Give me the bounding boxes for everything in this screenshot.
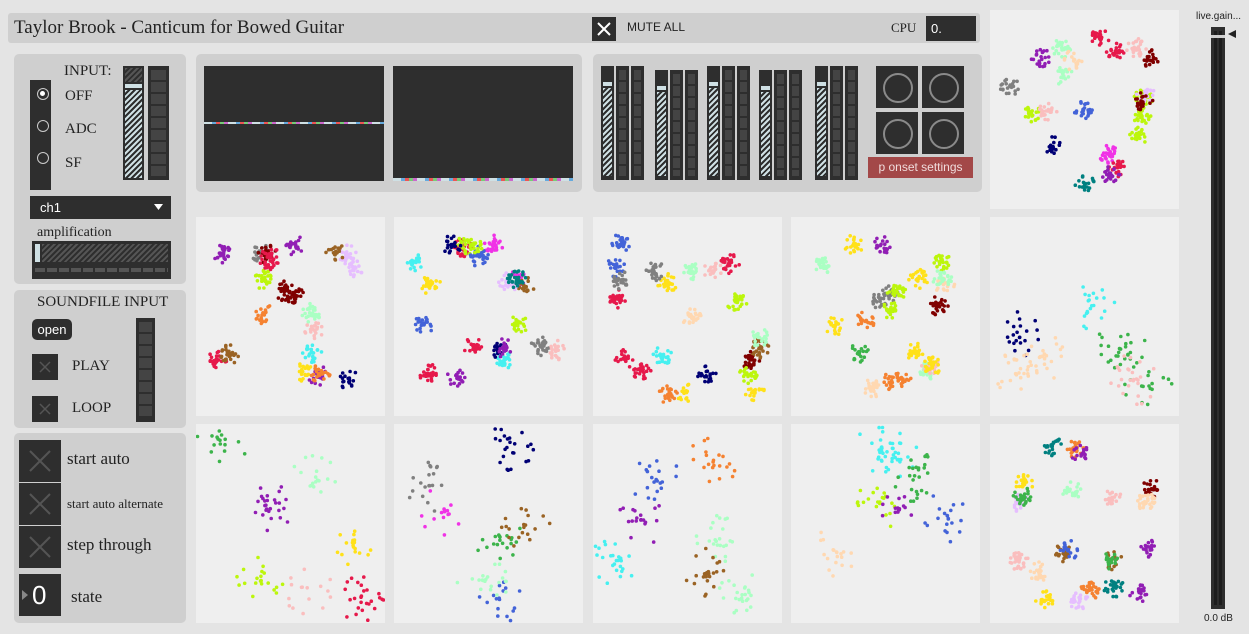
scatter-plot-6 bbox=[990, 217, 1179, 416]
onset-dial-3[interactable] bbox=[876, 112, 918, 154]
start-auto-alternate-toggle[interactable] bbox=[19, 483, 61, 525]
scatter-plot-2 bbox=[394, 217, 583, 416]
cpu-readout: 0. bbox=[926, 16, 976, 41]
onset-meter bbox=[631, 66, 644, 180]
channel-dropdown[interactable]: ch1 bbox=[30, 196, 171, 219]
mute-all-toggle[interactable] bbox=[592, 17, 616, 41]
loop-toggle[interactable] bbox=[32, 396, 58, 422]
scatter-plot-9 bbox=[593, 424, 782, 623]
start-auto-label: start auto bbox=[67, 449, 130, 468]
start-auto-toggle[interactable] bbox=[19, 440, 61, 482]
step-through-label: step through bbox=[67, 535, 152, 554]
onset-settings-button[interactable]: p onset settings bbox=[868, 157, 973, 178]
play-toggle[interactable] bbox=[32, 354, 58, 380]
onset-meter bbox=[845, 66, 858, 180]
amplification-label: amplification bbox=[37, 225, 112, 240]
onset-meter[interactable] bbox=[815, 66, 828, 180]
close-icon bbox=[39, 403, 51, 415]
triangle-right-icon bbox=[22, 590, 28, 600]
input-title: INPUT: bbox=[64, 63, 112, 79]
state-value: 0 bbox=[32, 580, 47, 610]
close-icon bbox=[29, 493, 51, 515]
soundfile-panel: SOUNDFILE INPUT open PLAY LOOP bbox=[14, 290, 186, 428]
onset-meter bbox=[830, 66, 843, 180]
scatter-plot-8 bbox=[394, 424, 583, 623]
input-gain-slider[interactable] bbox=[123, 66, 144, 180]
onset-meter bbox=[789, 70, 802, 180]
close-icon bbox=[29, 450, 51, 472]
onset-dial-1[interactable] bbox=[876, 66, 918, 108]
onset-meter bbox=[722, 66, 735, 180]
onset-dial-4[interactable] bbox=[922, 112, 964, 154]
close-icon bbox=[29, 536, 51, 558]
onset-panel: p onset settings bbox=[593, 54, 982, 192]
soundfile-level-meter bbox=[136, 318, 155, 422]
radio-adc[interactable] bbox=[37, 120, 49, 132]
gain-pointer-icon bbox=[1228, 30, 1236, 38]
start-auto-alternate-label: start auto alternate bbox=[67, 496, 164, 511]
live-gain-value: 0.0 dB bbox=[1204, 613, 1233, 624]
radio-label-off: OFF bbox=[65, 88, 93, 104]
radio-label-adc: ADC bbox=[65, 121, 97, 137]
open-button-label: open bbox=[37, 322, 67, 337]
input-panel: INPUT: OFF ADC SF ch1 amplification bbox=[14, 54, 186, 284]
onset-meter bbox=[670, 70, 683, 180]
play-label: PLAY bbox=[72, 358, 110, 374]
waveform-scope-right bbox=[393, 66, 573, 181]
scatter-plot-4 bbox=[791, 217, 980, 416]
onset-meter[interactable] bbox=[601, 66, 614, 180]
step-through-toggle[interactable] bbox=[19, 526, 61, 568]
control-panel: start auto start auto alternate step thr… bbox=[14, 433, 186, 623]
amplification-slider[interactable] bbox=[32, 241, 171, 279]
scatter-plot-5 bbox=[990, 10, 1179, 209]
app-title: Taylor Brook - Canticum for Bowed Guitar bbox=[14, 17, 345, 38]
chevron-down-icon bbox=[154, 204, 163, 210]
scatter-plot-1 bbox=[196, 217, 385, 416]
open-button[interactable]: open bbox=[32, 319, 72, 340]
onset-meter bbox=[616, 66, 629, 180]
scatter-plot-11 bbox=[990, 424, 1179, 623]
onset-meter[interactable] bbox=[759, 70, 772, 180]
close-icon bbox=[597, 22, 611, 36]
scope-panel bbox=[196, 54, 582, 192]
cpu-label: CPU bbox=[891, 20, 917, 35]
live-gain-label: live.gain... bbox=[1196, 11, 1242, 22]
mute-all-label: MUTE ALL bbox=[627, 20, 686, 34]
onset-meter[interactable] bbox=[707, 66, 720, 180]
soundfile-title: SOUNDFILE INPUT bbox=[37, 294, 169, 310]
onset-settings-label: p onset settings bbox=[878, 160, 963, 174]
onset-meter bbox=[737, 66, 750, 180]
onset-meter bbox=[774, 70, 787, 180]
scatter-plot-3 bbox=[593, 217, 782, 416]
close-icon bbox=[39, 361, 51, 373]
scatter-plot-7 bbox=[196, 424, 385, 623]
radio-off[interactable] bbox=[37, 88, 49, 100]
live-gain-slider[interactable] bbox=[1211, 27, 1225, 609]
radio-sf[interactable] bbox=[37, 152, 49, 164]
radio-label-sf: SF bbox=[65, 155, 82, 171]
input-level-meter bbox=[148, 66, 169, 180]
loop-label: LOOP bbox=[72, 400, 112, 416]
cpu-value: 0. bbox=[931, 21, 942, 36]
header-bar: Taylor Brook - Canticum for Bowed Guitar… bbox=[8, 13, 980, 43]
onset-meter bbox=[685, 70, 698, 180]
onset-meter[interactable] bbox=[655, 70, 668, 180]
state-label: state bbox=[71, 587, 103, 606]
onset-dial-2[interactable] bbox=[922, 66, 964, 108]
scatter-plot-10 bbox=[791, 424, 980, 623]
channel-value: ch1 bbox=[40, 200, 61, 215]
waveform-scope-left bbox=[204, 66, 384, 181]
state-number-box[interactable]: 0 bbox=[19, 574, 61, 616]
